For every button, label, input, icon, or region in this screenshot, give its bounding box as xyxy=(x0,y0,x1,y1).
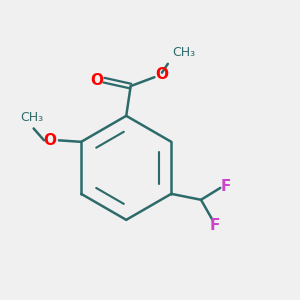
Text: F: F xyxy=(220,179,231,194)
Text: O: O xyxy=(44,133,56,148)
Text: O: O xyxy=(155,67,168,82)
Text: CH₃: CH₃ xyxy=(21,111,44,124)
Text: O: O xyxy=(90,73,103,88)
Text: CH₃: CH₃ xyxy=(172,46,195,59)
Text: F: F xyxy=(209,218,220,233)
